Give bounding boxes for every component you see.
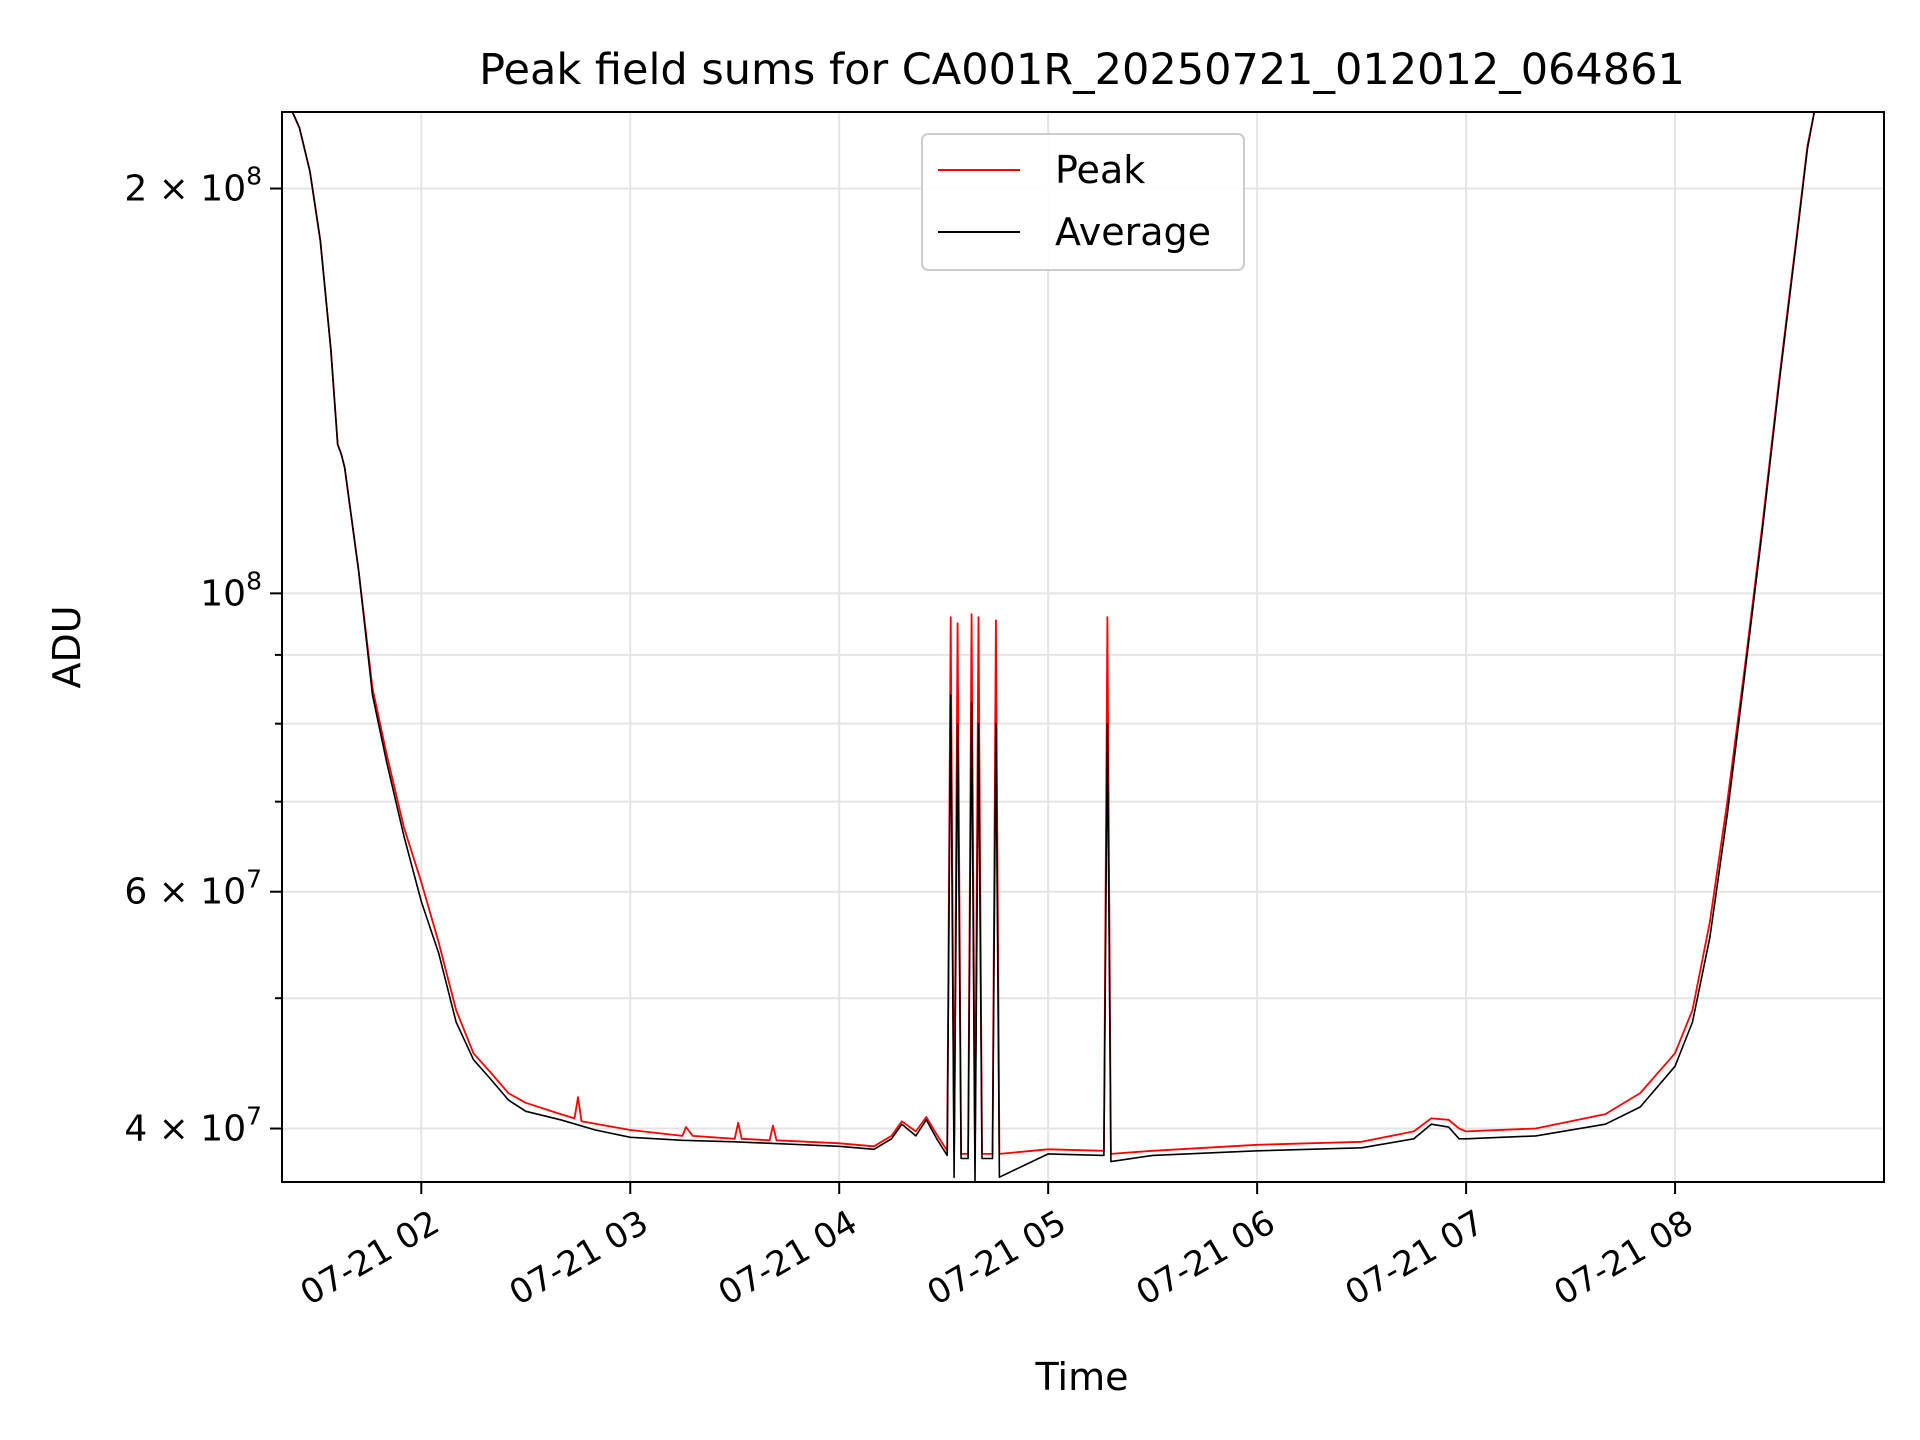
legend: Peak Average (921, 133, 1245, 271)
chart-title: Peak field sums for CA001R_20250721_0120… (479, 45, 1685, 95)
y-tick-base: 6 × 10 (124, 872, 246, 913)
series-line-average (291, 112, 1816, 1182)
legend-label: Average (1055, 210, 1211, 254)
x-axis-label: Time (1035, 1355, 1129, 1399)
y-tick-label: 6 × 107 (124, 865, 262, 913)
y-tick-exponent: 8 (246, 566, 262, 595)
y-tick-base: 2 × 10 (124, 169, 246, 210)
plot-lines (291, 112, 1816, 1182)
y-axis-label: ADU (45, 605, 89, 688)
legend-box (921, 133, 1245, 271)
y-tick-label: 108 (200, 566, 262, 614)
y-tick-exponent: 7 (246, 1102, 262, 1131)
y-tick-base: 4 × 10 (124, 1109, 246, 1150)
legend-label: Peak (1055, 148, 1145, 192)
plot-frame (281, 111, 1885, 1183)
y-tick-label: 4 × 107 (124, 1102, 262, 1150)
y-tick-exponent: 7 (246, 865, 262, 894)
y-tick-base: 10 (200, 573, 246, 614)
y-tick-label: 2 × 108 (124, 162, 262, 210)
y-tick-exponent: 8 (246, 162, 262, 191)
series-line-peak (291, 112, 1816, 1155)
